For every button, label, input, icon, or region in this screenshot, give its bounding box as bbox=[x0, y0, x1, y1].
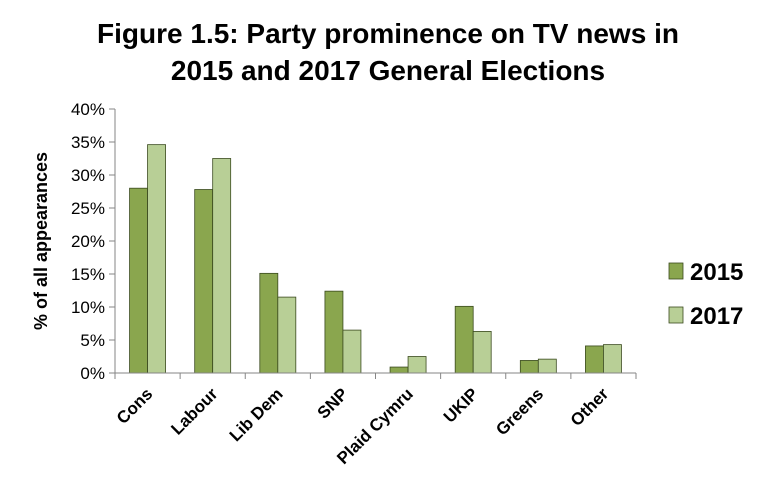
bar bbox=[519, 360, 539, 374]
y-tick-label: 10% bbox=[71, 298, 105, 317]
x-tick-label: Lib Dem bbox=[226, 384, 287, 445]
x-tick-label: Other bbox=[567, 384, 613, 430]
bar bbox=[212, 158, 232, 374]
y-tick-label: 0% bbox=[80, 364, 105, 383]
y-tick-label: 15% bbox=[71, 265, 105, 284]
x-tick-label: SNP bbox=[314, 384, 352, 422]
bar bbox=[277, 296, 297, 374]
y-tick-label: 25% bbox=[71, 199, 105, 218]
legend-label: 2015 bbox=[690, 259, 743, 286]
bar bbox=[585, 345, 604, 374]
y-tick-label: 40% bbox=[71, 100, 105, 119]
y-tick-label: 35% bbox=[71, 133, 105, 152]
bar bbox=[324, 290, 344, 374]
bar bbox=[129, 187, 148, 374]
bar bbox=[603, 344, 622, 374]
legend-swatch bbox=[668, 262, 684, 280]
bar bbox=[407, 356, 427, 374]
bars bbox=[129, 144, 622, 374]
y-axis-label: % of all appearances bbox=[31, 152, 51, 330]
bar bbox=[537, 358, 557, 374]
bar bbox=[454, 305, 474, 374]
y-tick-label: 30% bbox=[71, 166, 105, 185]
bar bbox=[472, 331, 492, 374]
chart-title-line-2: 2015 and 2017 General Elections bbox=[171, 55, 605, 86]
x-tick-label: Cons bbox=[113, 384, 156, 427]
y-axis-ticks: 0% 5% 10% 15% 20% 25% 30% 35% 40% bbox=[71, 100, 115, 383]
axes bbox=[114, 109, 636, 374]
y-tick-label: 20% bbox=[71, 232, 105, 251]
legend-label: 2017 bbox=[690, 303, 743, 330]
x-tick-label: Greens bbox=[492, 384, 547, 439]
bar bbox=[342, 329, 362, 374]
legend-swatch bbox=[668, 306, 684, 324]
bar bbox=[147, 144, 166, 374]
bar bbox=[389, 366, 409, 374]
x-tick-label: Labour bbox=[167, 384, 221, 438]
bar bbox=[194, 189, 214, 374]
legend: 2015 2017 bbox=[668, 259, 743, 330]
y-tick-label: 5% bbox=[80, 331, 105, 350]
chart-title-line-1: Figure 1.5: Party prominence on TV news … bbox=[97, 18, 679, 49]
x-tick-label: UKIP bbox=[440, 384, 482, 426]
bar bbox=[259, 272, 279, 374]
